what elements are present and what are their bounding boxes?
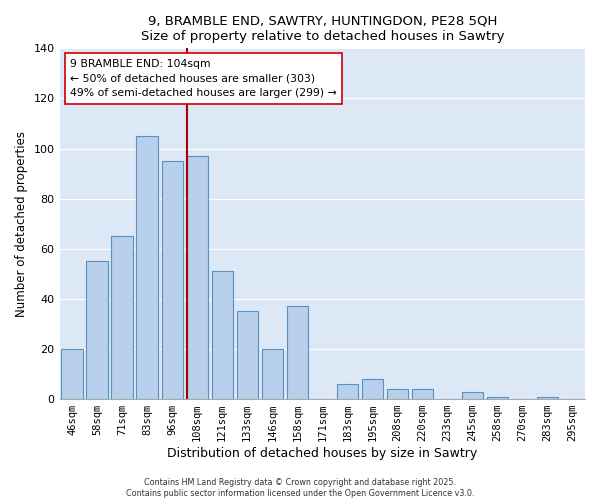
Title: 9, BRAMBLE END, SAWTRY, HUNTINGDON, PE28 5QH
Size of property relative to detach: 9, BRAMBLE END, SAWTRY, HUNTINGDON, PE28… [140,15,504,43]
Bar [387,389,408,399]
Bar [236,312,258,399]
Bar [112,236,133,399]
Bar [136,136,158,399]
Bar [187,156,208,399]
Bar [262,349,283,399]
Bar [462,392,483,399]
Bar [487,396,508,399]
Bar [287,306,308,399]
Bar [212,272,233,399]
Y-axis label: Number of detached properties: Number of detached properties [15,130,28,316]
Bar [161,161,183,399]
Bar [86,262,108,399]
Bar [362,379,383,399]
Bar [337,384,358,399]
Bar [412,389,433,399]
X-axis label: Distribution of detached houses by size in Sawtry: Distribution of detached houses by size … [167,447,478,460]
Text: 9 BRAMBLE END: 104sqm
← 50% of detached houses are smaller (303)
49% of semi-det: 9 BRAMBLE END: 104sqm ← 50% of detached … [70,59,337,98]
Text: Contains HM Land Registry data © Crown copyright and database right 2025.
Contai: Contains HM Land Registry data © Crown c… [126,478,474,498]
Bar [537,396,558,399]
Bar [61,349,83,399]
